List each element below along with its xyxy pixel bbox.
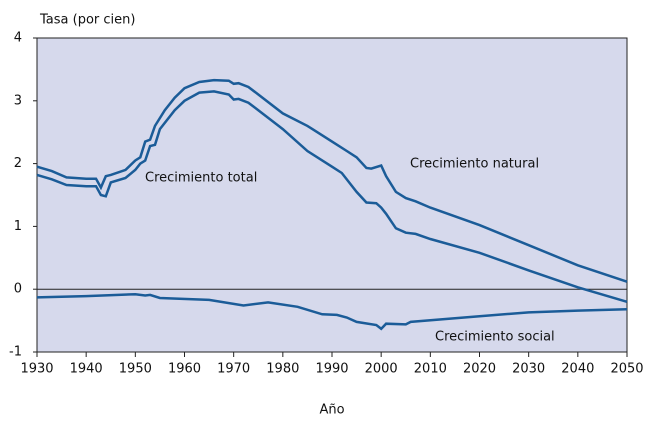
plot-area: [36, 37, 628, 353]
y-tick-label: 3: [14, 93, 22, 108]
x-tick-label: 2040: [561, 362, 594, 377]
x-axis-label: Año: [319, 403, 344, 418]
series-line: [36, 292, 628, 331]
y-tick-label: 0: [14, 282, 22, 297]
series-line: [36, 90, 628, 303]
x-tick-label: 1930: [20, 362, 53, 377]
x-tick-label: 1940: [70, 362, 103, 377]
y-tick-label: 4: [14, 31, 22, 46]
x-tick-label: 2000: [365, 362, 398, 377]
x-tick-label: 2010: [414, 362, 447, 377]
y-tick-label: 2: [14, 156, 22, 171]
x-tick-label: 2050: [610, 362, 643, 377]
y-tick-label: -1: [9, 345, 22, 360]
x-tick-label: 1950: [119, 362, 152, 377]
series-label: Crecimiento total: [145, 171, 257, 186]
x-tick-label: 2030: [512, 362, 545, 377]
y-axis-label: Tasa (por cien): [39, 13, 135, 28]
series-label: Crecimiento natural: [410, 157, 539, 172]
y-tick-label: 1: [14, 219, 22, 234]
x-tick-label: 1990: [315, 362, 348, 377]
x-tick-label: 1960: [168, 362, 201, 377]
x-tick-label: 1970: [217, 362, 250, 377]
x-tick-label: 1980: [266, 362, 299, 377]
series-line: [36, 78, 628, 283]
x-tick-label: 2020: [463, 362, 496, 377]
series-label: Crecimiento social: [435, 330, 555, 345]
